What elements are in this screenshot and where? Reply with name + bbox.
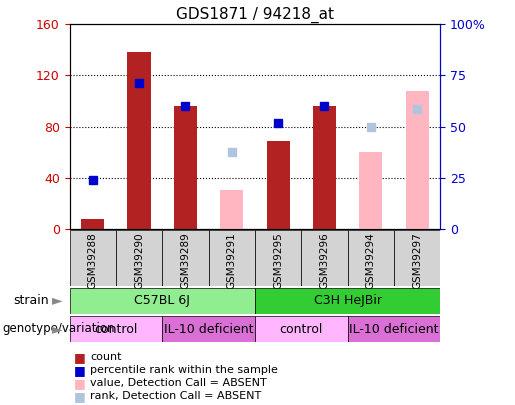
Text: percentile rank within the sample: percentile rank within the sample xyxy=(90,365,278,375)
Bar xyxy=(174,106,197,229)
Text: count: count xyxy=(90,352,122,362)
Bar xyxy=(405,91,428,229)
Bar xyxy=(348,230,394,286)
Bar xyxy=(116,230,162,286)
Bar xyxy=(70,316,162,342)
Text: GSM39291: GSM39291 xyxy=(227,232,237,289)
Text: IL-10 deficient: IL-10 deficient xyxy=(164,322,253,336)
Text: control: control xyxy=(280,322,323,336)
Text: ■: ■ xyxy=(74,351,85,364)
Bar xyxy=(313,106,336,229)
Text: rank, Detection Call = ABSENT: rank, Detection Call = ABSENT xyxy=(90,391,262,401)
Text: GSM39297: GSM39297 xyxy=(412,232,422,289)
Text: value, Detection Call = ABSENT: value, Detection Call = ABSENT xyxy=(90,378,267,388)
Bar xyxy=(128,52,150,229)
Bar xyxy=(394,230,440,286)
Text: IL-10 deficient: IL-10 deficient xyxy=(349,322,439,336)
Text: GSM39289: GSM39289 xyxy=(180,232,191,289)
Bar xyxy=(81,219,104,229)
Bar xyxy=(255,316,348,342)
Bar xyxy=(162,316,255,342)
Bar xyxy=(255,288,440,314)
Bar xyxy=(162,230,209,286)
Text: C57BL 6J: C57BL 6J xyxy=(134,294,190,307)
Title: GDS1871 / 94218_at: GDS1871 / 94218_at xyxy=(176,7,334,23)
Text: GSM39296: GSM39296 xyxy=(319,232,330,289)
Bar xyxy=(220,190,243,229)
Bar xyxy=(267,141,289,229)
Text: C3H HeJBir: C3H HeJBir xyxy=(314,294,382,307)
Bar xyxy=(70,288,255,314)
Text: strain: strain xyxy=(13,294,48,307)
Bar xyxy=(301,230,348,286)
Text: ■: ■ xyxy=(74,377,85,390)
Bar xyxy=(348,316,440,342)
Bar xyxy=(70,230,116,286)
Text: GSM39294: GSM39294 xyxy=(366,232,376,289)
Text: GSM39288: GSM39288 xyxy=(88,232,98,289)
Bar xyxy=(255,230,301,286)
Text: ►: ► xyxy=(53,294,63,307)
Text: ►: ► xyxy=(53,322,63,336)
Bar xyxy=(359,152,382,229)
Text: genotype/variation: genotype/variation xyxy=(3,322,115,335)
Bar xyxy=(209,230,255,286)
Text: GSM39290: GSM39290 xyxy=(134,232,144,289)
Text: GSM39295: GSM39295 xyxy=(273,232,283,289)
Text: ■: ■ xyxy=(74,364,85,377)
Text: ■: ■ xyxy=(74,390,85,403)
Text: control: control xyxy=(94,322,138,336)
